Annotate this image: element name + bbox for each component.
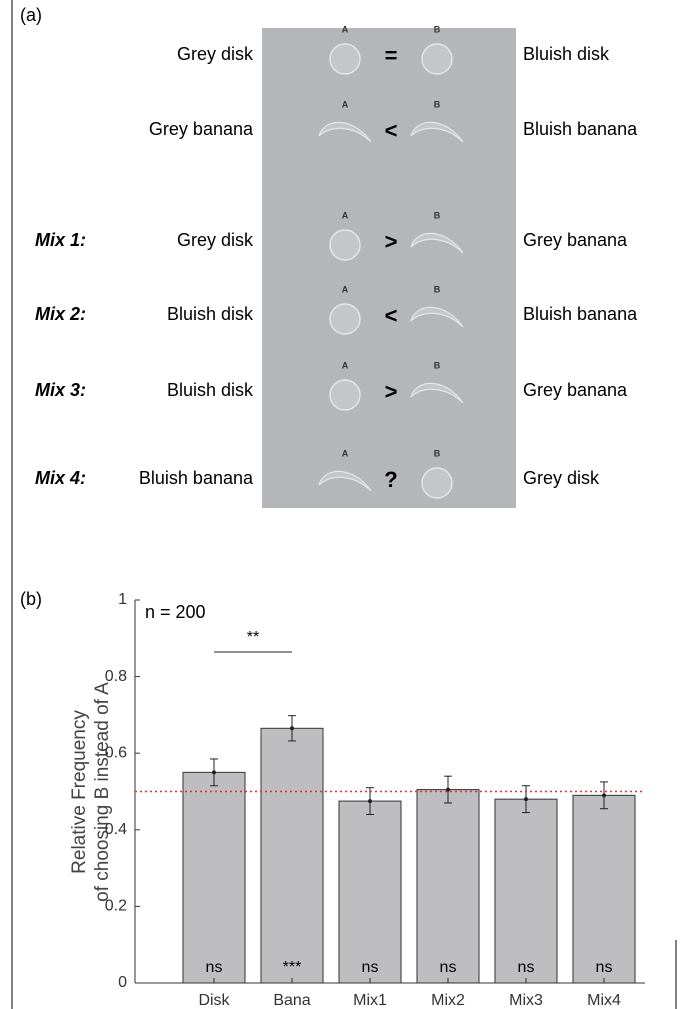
x-tick-label: Bana [273,992,310,1009]
mean-dot [212,770,216,774]
disk-stimulus [422,44,452,74]
right-stimulus-name: Grey disk [523,468,600,488]
row-prefix: Mix 4: [35,468,86,488]
left-stimulus-name: Bluish disk [167,380,254,400]
disk-stimulus [330,304,360,334]
mean-dot [524,797,528,801]
relation: > [385,229,398,254]
significance-label: ns [362,959,379,976]
disk-stimulus [330,230,360,260]
panel-label: (a) [20,5,42,25]
y-tick-label: 0.8 [105,668,127,685]
left-stimulus-name: Grey banana [149,119,254,139]
annotation: n = 200 [145,602,206,622]
option-label: A [342,210,349,220]
right-stimulus-name: Bluish banana [523,304,638,324]
bar [495,799,557,983]
option-label: A [342,284,349,294]
relation: ? [384,467,397,492]
bar [183,772,245,983]
disk-stimulus [330,44,360,74]
y-label: of choosing B instead of A [92,682,113,902]
row-prefix: Mix 2: [35,304,86,324]
x-tick-label: Mix4 [587,992,621,1009]
option-label: B [434,210,441,220]
option-label: B [434,24,441,34]
comparison-label: ** [247,629,259,646]
left-stimulus-name: Bluish banana [139,468,254,488]
disk-stimulus [422,468,452,498]
significance-label: *** [283,959,302,976]
stimulus-panel [262,28,516,508]
disk-stimulus [330,380,360,410]
y-tick-label: 0 [118,974,127,991]
option-label: B [434,360,441,370]
bar [417,790,479,983]
left-stimulus-name: Bluish disk [167,304,254,324]
y-tick-label: 0.2 [105,898,127,915]
bar [261,728,323,983]
figure: (a) (b) n = 200 Relative Frequency of ch… [0,0,689,1009]
y-tick-label: 0.4 [105,821,127,838]
mean-dot [368,799,372,803]
bar [339,801,401,983]
bar [573,795,635,983]
significance-label: ns [596,959,613,976]
right-stimulus-name: Grey banana [523,230,628,250]
option-label: A [342,24,349,34]
significance-label: ns [206,959,223,976]
right-stimulus-name: Bluish banana [523,119,638,139]
y-tick-label: 1 [118,591,127,608]
option-label: B [434,448,441,458]
option-label: A [342,360,349,370]
row-prefix: Mix 1: [35,230,86,250]
y-tick-label: 0.6 [105,744,127,761]
x-tick-label: Mix2 [431,992,465,1009]
mean-dot [602,793,606,797]
significance-label: ns [440,959,457,976]
relation: = [385,43,398,68]
relation: < [385,303,398,328]
left-stimulus-name: Grey disk [177,44,254,64]
significance-label: ns [518,959,535,976]
option-label: B [434,284,441,294]
option-label: B [434,99,441,109]
x-tick-label: Mix1 [353,992,387,1009]
left-stimulus-name: Grey disk [177,230,254,250]
panel-label: (b) [20,589,42,609]
relation: < [385,118,398,143]
x-tick-label: Disk [198,992,230,1009]
right-stimulus-name: Grey banana [523,380,628,400]
relation: > [385,379,398,404]
mean-dot [290,726,294,730]
right-stimulus-name: Bluish disk [523,44,610,64]
x-tick-label: Mix3 [509,992,543,1009]
option-label: A [342,448,349,458]
row-prefix: Mix 3: [35,380,86,400]
option-label: A [342,99,349,109]
y-label: Relative Frequency [69,710,90,874]
